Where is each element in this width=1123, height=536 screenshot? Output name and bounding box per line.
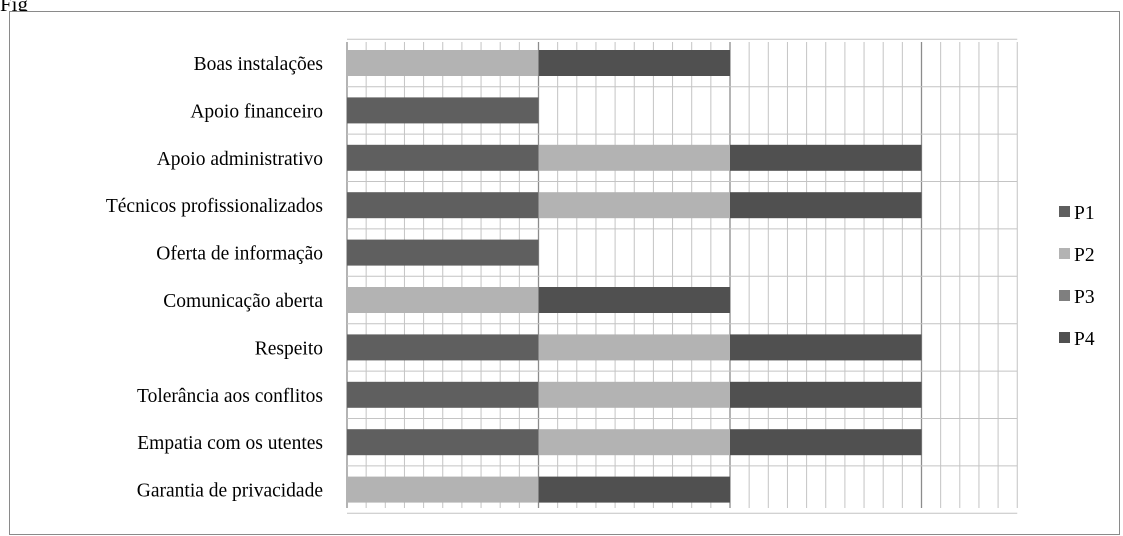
category-label: Apoio administrativo [157,149,323,170]
bar-p4 [730,334,922,361]
category-label: Técnicos profissionalizados [106,196,323,217]
bar-p2 [538,429,730,456]
bar-p1 [347,381,539,408]
bar-p2 [347,287,539,313]
bar-p1 [347,144,539,171]
bar-p4 [538,476,730,503]
legend-swatch [1059,248,1070,259]
bar-p2 [538,334,730,361]
legend-label: P2 [1074,245,1095,266]
bar-p1 [347,97,539,124]
bar-p2 [538,192,730,219]
legend-label: P4 [1074,329,1095,350]
category-label: Empatia com os utentes [137,433,323,454]
category-label: Garantia de privacidade [137,481,323,502]
bar-p1 [347,192,539,219]
bar-p2 [538,381,730,408]
bar-p4 [730,144,922,171]
category-label: Apoio financeiro [190,101,323,122]
bar-p1 [347,239,539,266]
category-label: Comunicação aberta [163,291,323,312]
bars [347,50,922,503]
category-label: Tolerância aos conflitos [137,386,323,407]
legend-label: P1 [1074,203,1095,224]
bar-p4 [730,381,922,408]
bar-p1 [347,334,539,361]
bar-p4 [538,50,730,76]
legend-swatch [1059,332,1070,343]
category-labels: Boas instalações Apoio financeiro Apoio ad… [106,54,323,502]
bar-p4 [730,192,922,219]
legend-swatch [1059,206,1070,217]
legend-label: P3 [1074,287,1095,308]
legend: P1 P2 P3 P4 [1059,203,1095,350]
bar-p2 [347,50,539,76]
bar-p2 [347,476,539,503]
bar-p2 [538,144,730,171]
category-label: Oferta de informação [156,244,323,265]
bar-p4 [538,287,730,313]
category-label: Respeito [255,338,323,359]
category-label: Boas instalações [194,54,323,75]
bar-p4 [730,429,922,456]
legend-swatch [1059,290,1070,301]
bar-p1 [347,429,539,456]
